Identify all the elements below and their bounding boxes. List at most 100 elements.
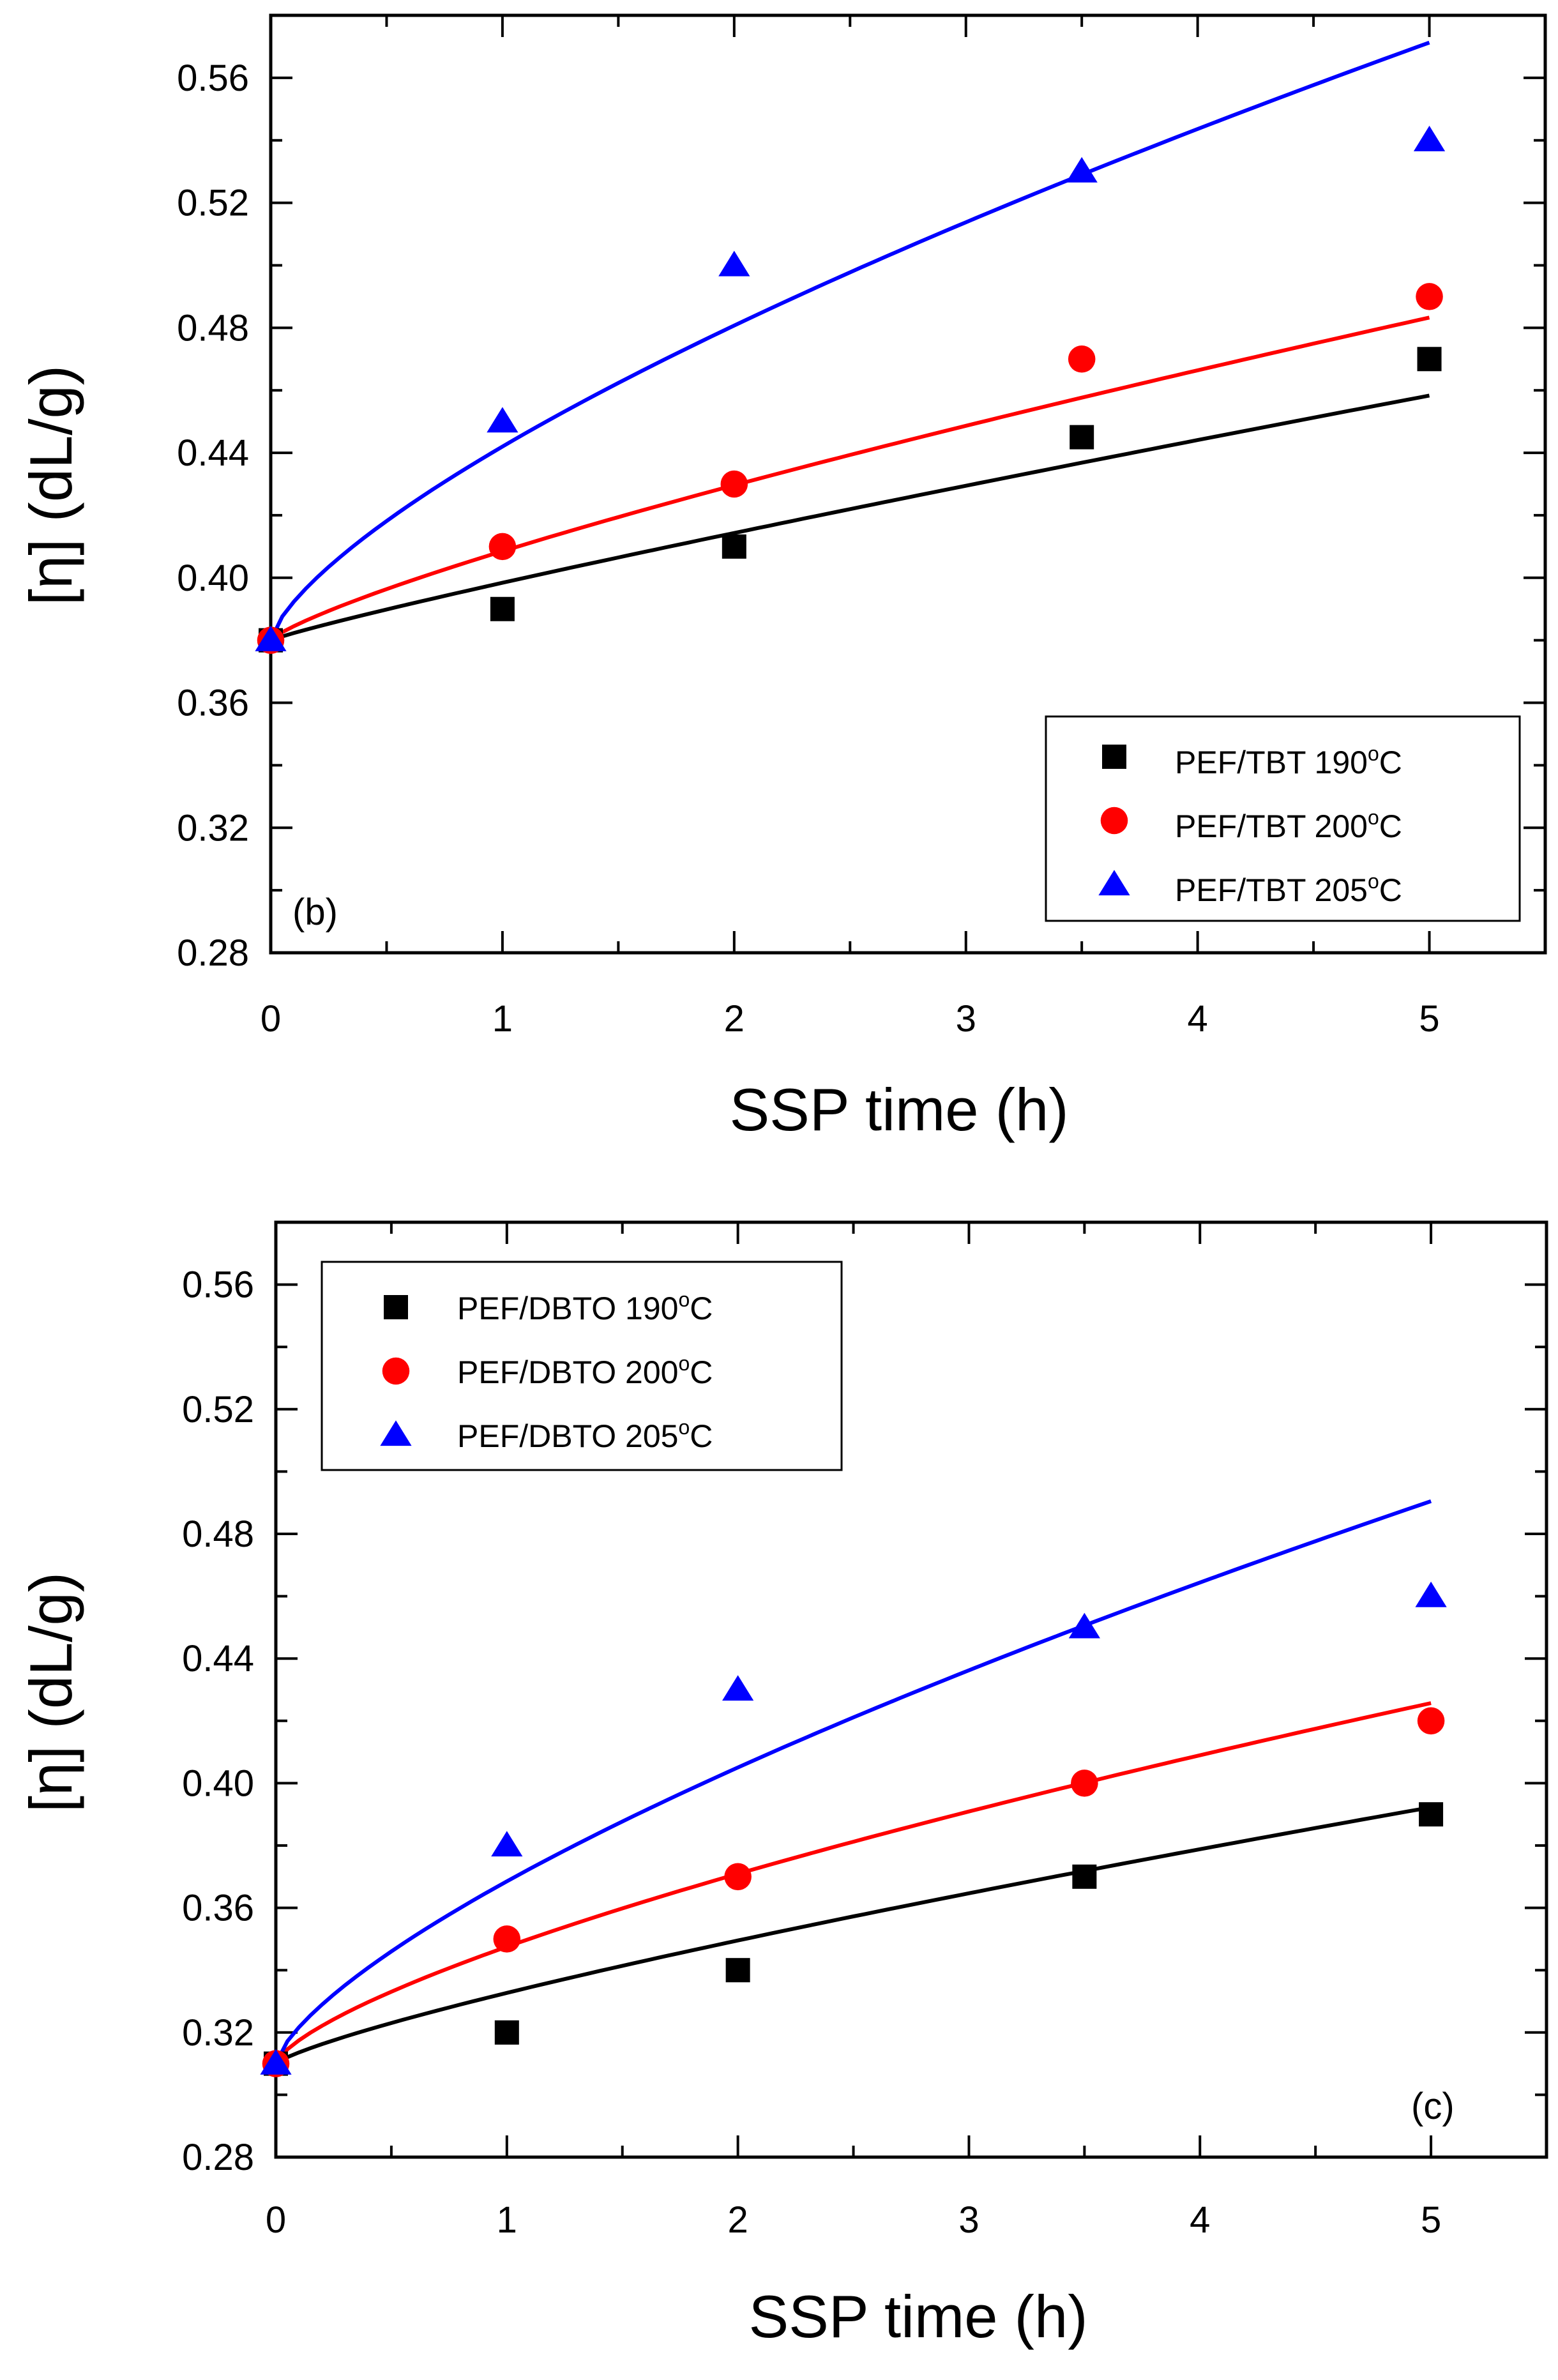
y-tick-label: 0.32	[182, 2012, 254, 2054]
plot-frame	[274, 1220, 1548, 2159]
data-points	[255, 125, 1446, 654]
x-tick-label: 2	[724, 998, 745, 1040]
x-tick-label: 1	[492, 998, 513, 1040]
data-point	[1415, 1581, 1447, 1607]
y-tick-label: 0.36	[177, 683, 249, 724]
y-tick-label: 0.56	[182, 1264, 254, 1306]
legend-marker	[1100, 807, 1128, 835]
legend-marker-symbol	[1098, 870, 1130, 896]
y-tick-label: 0.52	[182, 1389, 254, 1430]
y-tick-label: 0.44	[182, 1638, 254, 1679]
data-point	[487, 407, 518, 433]
y-tick-labels: 0.28 0.32 0.36 0.40 0.44 0.48 0.52 0.56	[182, 1264, 254, 2178]
fit-curve	[270, 393, 1430, 642]
legend: PEF/TBT 190oC PEF/TBT 200oC PEF/TBT 205o…	[1045, 715, 1521, 922]
data-point	[490, 596, 515, 621]
data-point	[725, 1958, 750, 1983]
y-tick-label: 0.40	[182, 1762, 254, 1804]
data-point	[1417, 1707, 1445, 1735]
fit-curves	[274, 1499, 1432, 2066]
data-point	[724, 1863, 752, 1891]
data-point	[718, 250, 750, 277]
legend-marker-symbol	[380, 1420, 412, 1446]
x-tick-label: 4	[1190, 2199, 1210, 2241]
y-axis-title: [η] (dL/g)	[17, 1572, 84, 1812]
axis-ticks	[269, 15, 1547, 954]
data-point	[722, 534, 746, 559]
data-point	[1068, 345, 1096, 373]
legend-marker-symbol	[382, 1357, 410, 1385]
data-point	[1417, 347, 1442, 372]
x-tick-label: 0	[261, 998, 281, 1040]
data-point	[494, 2020, 519, 2045]
chart-panel-b: 0 1 2 3 4 5 0.28 0.32 0.36 0.40 0.44 0.4…	[17, 13, 1547, 1143]
data-point	[255, 625, 287, 651]
data-point	[1413, 125, 1446, 151]
fit-curve	[274, 1701, 1432, 2065]
fit-curve	[275, 1805, 1432, 2066]
legend-label: PEF/DBTO 200oC	[457, 1352, 713, 1390]
x-tick-label: 4	[1188, 998, 1208, 1040]
legend-marker	[384, 1295, 408, 1319]
panel-label: (c)	[1411, 2086, 1455, 2127]
data-point	[720, 470, 748, 498]
legend-marker	[1102, 745, 1126, 769]
fit-curve	[274, 1499, 1432, 2065]
data-point	[1066, 156, 1098, 183]
legend-marker	[380, 1420, 412, 1446]
plot-frame	[269, 13, 1547, 955]
y-tick-label: 0.44	[177, 432, 249, 474]
y-tick-labels: 0.28 0.32 0.36 0.40 0.44 0.48 0.52 0.56	[177, 57, 249, 974]
legend: PEF/DBTO 190oC PEF/DBTO 200oC PEF/DBTO 2…	[321, 1261, 843, 1471]
data-point	[488, 533, 517, 561]
x-axis-title: SSP time (h)	[729, 1076, 1068, 1143]
x-tick-labels: 0 1 2 3 4 5	[261, 998, 1440, 1040]
x-tick-label: 3	[958, 2199, 979, 2241]
y-tick-label: 0.48	[182, 1513, 254, 1555]
data-point	[1070, 425, 1094, 450]
y-tick-label: 0.28	[182, 2137, 254, 2178]
legend-label: PEF/TBT 205oC	[1175, 870, 1402, 908]
x-tick-label: 1	[497, 2199, 517, 2241]
legend-marker	[382, 1357, 410, 1385]
fit-curves	[269, 40, 1430, 642]
legend-label: PEF/TBT 200oC	[1175, 806, 1402, 844]
x-tick-label: 5	[1419, 998, 1439, 1040]
data-point	[491, 1831, 523, 1857]
data-point	[260, 2049, 292, 2075]
y-tick-label: 0.52	[177, 183, 249, 224]
x-tick-label: 0	[266, 2199, 286, 2241]
x-tick-label: 2	[728, 2199, 748, 2241]
legend-label: PEF/DBTO 190oC	[457, 1288, 713, 1326]
data-point	[1071, 1770, 1098, 1797]
legend-label: PEF/DBTO 205oC	[457, 1416, 713, 1454]
data-point	[1072, 1864, 1097, 1889]
data-point	[493, 1925, 521, 1953]
legend-label: PEF/TBT 190oC	[1175, 742, 1402, 780]
data-point	[722, 1675, 754, 1701]
panel-label: (b)	[292, 891, 338, 933]
y-tick-label: 0.48	[177, 307, 249, 349]
data-point	[1068, 1612, 1100, 1639]
data-points	[260, 1581, 1447, 2077]
legend-marker-symbol	[384, 1295, 408, 1319]
y-tick-label: 0.56	[177, 57, 249, 99]
data-point	[1416, 283, 1443, 310]
x-tick-labels: 0 1 2 3 4 5	[266, 2199, 1441, 2241]
legend-marker-symbol	[1100, 807, 1128, 835]
legend-marker	[1098, 870, 1130, 896]
y-tick-label: 0.40	[177, 557, 249, 599]
y-tick-label: 0.36	[182, 1888, 254, 1929]
chart-panel-c: 0 1 2 3 4 5 0.28 0.32 0.36 0.40 0.44 0.4…	[17, 1220, 1548, 2350]
x-tick-label: 5	[1421, 2199, 1441, 2241]
x-axis-title: SSP time (h)	[748, 2283, 1087, 2350]
legend-marker-symbol	[1102, 745, 1126, 769]
y-axis-title: [η] (dL/g)	[17, 365, 84, 605]
fit-curve	[269, 40, 1430, 642]
fit-curve	[269, 315, 1430, 642]
y-tick-label: 0.28	[177, 932, 249, 974]
x-tick-label: 3	[956, 998, 976, 1040]
y-tick-label: 0.32	[177, 807, 249, 849]
data-point	[1419, 1802, 1444, 1827]
